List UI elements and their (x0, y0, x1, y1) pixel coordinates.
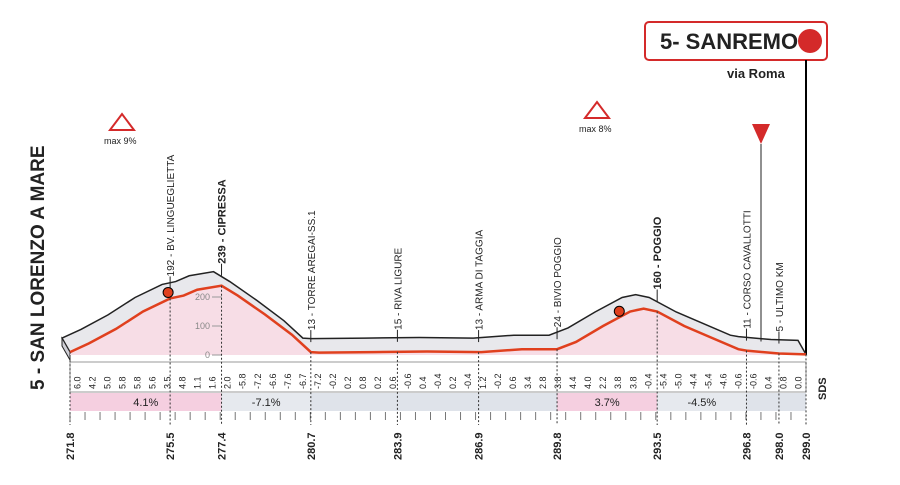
gradient-label: -0.2 (328, 373, 338, 389)
gradient-label: -5.0 (673, 373, 683, 389)
gradient-label: -6.7 (298, 373, 308, 389)
start-label: 5 - SAN LORENZO A MARE (28, 145, 49, 390)
segment-label: 3.7% (595, 397, 620, 409)
gradient-label: 4.4 (568, 376, 578, 389)
gradient-label: 5.8 (133, 376, 143, 389)
climb-marker (613, 305, 625, 317)
gradient-label: -5.8 (238, 373, 248, 389)
gradient-label: -0.4 (463, 373, 473, 389)
gradient-label: 3.5 (163, 376, 173, 389)
gradient-label: 2.2 (598, 376, 608, 389)
gradient-row (69, 361, 807, 393)
gradient-label: -7.2 (253, 373, 263, 389)
x-tick-label: 271.8 (65, 432, 77, 460)
gradient-label: 0.8 (778, 376, 788, 389)
gradient-label: 0.2 (343, 376, 353, 389)
gradient-label: 5.8 (118, 376, 128, 389)
waypoint-label: 160 - POGGIO (652, 216, 664, 289)
gradient-label: 0.4 (418, 376, 428, 389)
line (69, 284, 807, 356)
gradient-label: -5.4 (658, 373, 668, 389)
gradient-label: 3.8 (553, 376, 563, 389)
gradient-label: -5.4 (703, 373, 713, 389)
x-tick-label: 277.4 (217, 432, 229, 460)
waypoint-label: 192 - BV. LINGUEGLIETTA (166, 154, 177, 276)
gradient-label: 1.2 (478, 376, 488, 389)
gradient-label: 4.8 (178, 376, 188, 389)
gradient-label: 5.0 (103, 376, 113, 389)
area (70, 285, 806, 355)
gradient-label: 4.0 (583, 376, 593, 389)
segment (70, 393, 222, 411)
gradient-label: 1.1 (193, 376, 203, 389)
waypoint-label: 13 - TORRE AREGAI-SS.1 (307, 210, 318, 330)
x-tick-label: 293.5 (652, 432, 664, 460)
waypoint-label: 5 - ULTIMO KM (775, 262, 786, 331)
gradient-label: 3.4 (523, 376, 533, 389)
waypoint-label: 15 - RIVA LIGURE (393, 247, 404, 329)
gradient-label: 3.8 (613, 376, 623, 389)
gradient-label: -6.6 (268, 373, 278, 389)
segment-label: -4.5% (687, 397, 716, 409)
gradient-label: 0.6 (508, 376, 518, 389)
x-tick-label: 286.9 (474, 432, 486, 460)
gradient-label: 0.4 (763, 376, 773, 389)
gradient-label: 4.2 (88, 376, 98, 389)
gradient-label: -0.6 (403, 373, 413, 389)
segment (221, 393, 311, 411)
gradient-label: 0.0 (793, 376, 803, 389)
x-tick-label: 289.8 (552, 432, 564, 460)
y-tick-label: 200 (195, 292, 210, 302)
finish-label: 5- SANREMO (660, 29, 798, 54)
gradient-label: 6.0 (73, 376, 83, 389)
gradient-label: 3.8 (628, 376, 638, 389)
gradient-label: 0.8 (358, 376, 368, 389)
x-tick-label: 296.8 (741, 432, 753, 460)
climb-label: max 9% (104, 136, 137, 146)
gradient-label: 2.8 (538, 376, 548, 389)
gradient-label: 0.6 (388, 376, 398, 389)
climb-label: max 8% (579, 124, 612, 134)
gradient-label: -4.6 (718, 373, 728, 389)
x-tick-label: 283.9 (392, 432, 404, 460)
finish-icon (798, 29, 822, 53)
waypoint-label: 11 - CORSO CAVALLOTTI (742, 210, 753, 328)
climb-marker (162, 286, 174, 298)
waypoint-label: 24 - BIVIO POGGIO (553, 237, 564, 327)
segment-label: 4.1% (133, 397, 158, 409)
finish-sublabel: via Roma (727, 66, 786, 81)
segment-label: -7.1% (252, 397, 281, 409)
x-tick-label: 298.0 (774, 432, 786, 460)
gradient-label: -7.2 (313, 373, 323, 389)
x-tick-label: 280.7 (306, 432, 318, 460)
gradient-label: -0.2 (493, 373, 503, 389)
gradient-label: -7.6 (283, 373, 293, 389)
x-tick-label: 275.5 (165, 432, 177, 460)
y-tick-label: 100 (195, 321, 210, 331)
left-face (61, 336, 71, 362)
segment (657, 393, 747, 411)
segment (557, 393, 658, 411)
gradient-label: 0.2 (448, 376, 458, 389)
climb-icon (583, 100, 611, 119)
gradient-label: -0.4 (643, 373, 653, 389)
gradient-label: 0.2 (373, 376, 383, 389)
waypoint-label: 13 - ARMA DI TAGGIA (475, 230, 486, 331)
sds-label: SDS (817, 377, 829, 400)
gradient-label: -0.4 (433, 373, 443, 389)
x-tick-label: 299.0 (801, 432, 813, 460)
y-tick-label: 0 (205, 350, 210, 360)
gradient-label: -0.6 (748, 373, 758, 389)
climb-icon (108, 112, 136, 131)
gradient-label: -0.6 (733, 373, 743, 389)
last-km-flag (752, 124, 770, 144)
finish-box (644, 21, 828, 61)
gradient-label: 5.6 (148, 376, 158, 389)
gradient-label: 2.0 (223, 376, 233, 389)
gradient-label: 1.6 (208, 376, 218, 389)
gradient-label: -4.4 (688, 373, 698, 389)
waypoint-label: 239 - CIPRESSA (217, 179, 229, 263)
